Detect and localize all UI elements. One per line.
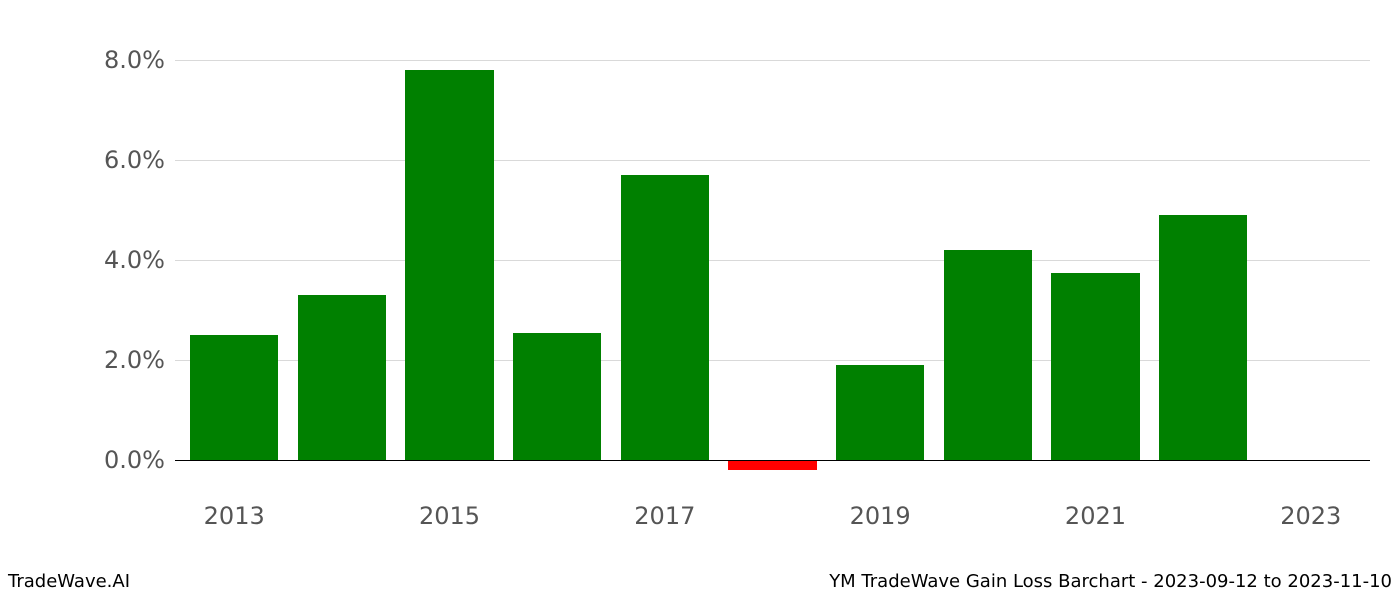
bar-2021: [1051, 273, 1139, 461]
bar-2017: [621, 175, 709, 460]
chart-container: 0.0% 2.0% 4.0% 6.0% 8.0% 2013 2015 2017 2019 2021…: [0, 0, 1400, 600]
bar-2015: [405, 70, 493, 460]
plot-area: 0.0%2.0%4.0%6.0%8.0%20132015201720192021…: [175, 35, 1370, 490]
footer-right-label: YM TradeWave Gain Loss Barchart - 2023-0…: [829, 571, 1392, 592]
y-tick-label: 4.0%: [104, 246, 175, 274]
y-tick-label: 0.0%: [104, 446, 175, 474]
bar-2014: [298, 295, 386, 460]
x-tick-label-2019: 2019: [850, 490, 911, 530]
bar-2020: [944, 250, 1032, 460]
x-axis-line: [175, 460, 1370, 461]
bar-2016: [513, 333, 601, 461]
y-tick-label: 2.0%: [104, 346, 175, 374]
y-tick-label: 6.0%: [104, 146, 175, 174]
bar-2019: [836, 365, 924, 460]
footer-left-label: TradeWave.AI: [8, 571, 130, 592]
x-tick-label-2021: 2021: [1065, 490, 1126, 530]
bar-2018: [728, 460, 816, 470]
gridline: [175, 60, 1370, 61]
bar-2013: [190, 335, 278, 460]
gridline: [175, 160, 1370, 161]
y-tick-label: 8.0%: [104, 46, 175, 74]
x-tick-label-2017: 2017: [634, 490, 695, 530]
x-tick-label-2023: 2023: [1280, 490, 1341, 530]
x-tick-label-2013: 2013: [204, 490, 265, 530]
x-tick-label-2015: 2015: [419, 490, 480, 530]
bar-2022: [1159, 215, 1247, 460]
